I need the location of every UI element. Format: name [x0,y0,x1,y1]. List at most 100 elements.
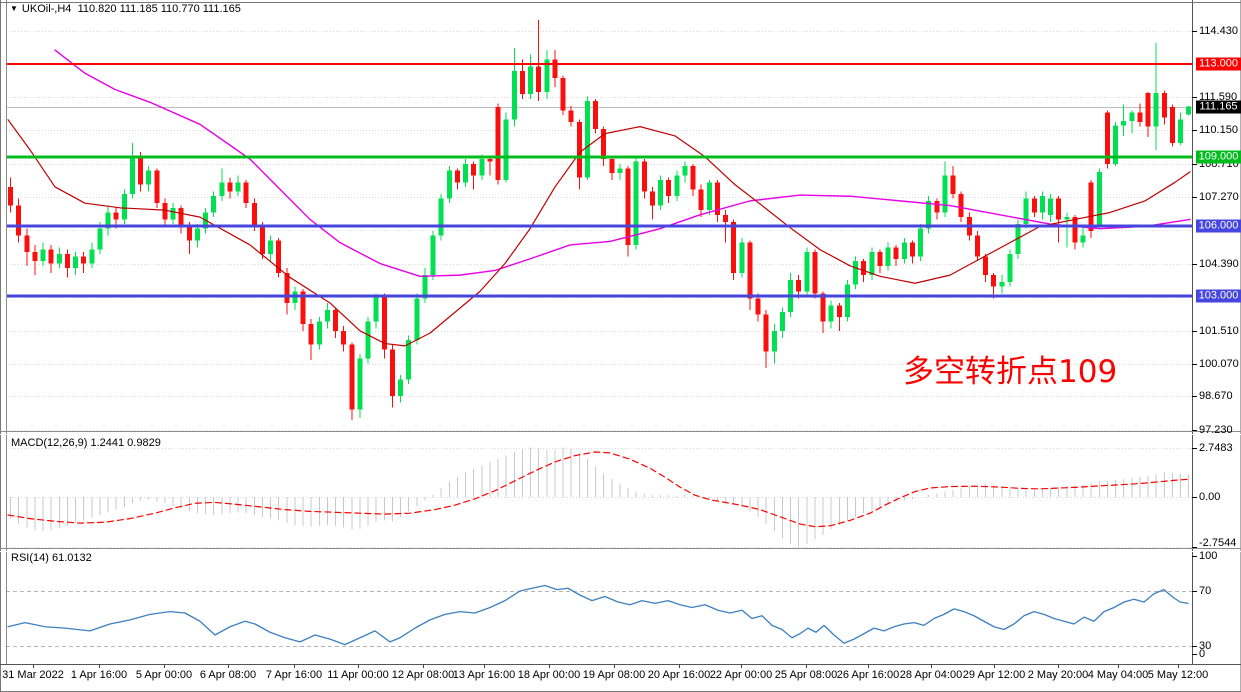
candle-body [674,175,680,197]
candle-body [276,240,282,273]
candle-body [1015,224,1021,255]
candle-body [804,251,810,292]
candle-body [495,106,501,180]
candle-body [1056,198,1062,220]
candle-body [113,212,119,220]
candle-body [365,321,371,359]
candle-body [1121,120,1127,126]
candle-body [73,256,78,269]
candle-body [552,59,558,78]
symbol-period-label: UKOil-,H4 [21,3,72,15]
candle-body [714,182,720,215]
candle-body [48,249,54,264]
candle-body [235,182,241,192]
candle-body [398,379,403,396]
macd-signal-line [7,451,1189,528]
candle-body [251,203,257,227]
time-axis-label: 29 Apr 12:00 [962,669,1026,681]
candle-body [1153,93,1159,127]
candle-body [576,122,582,178]
candle-body [227,182,233,192]
macd-axis-label: 0.00 [1199,491,1221,503]
price-badge: 109.000 [1196,150,1241,164]
candle-body [16,205,22,236]
candle-body [853,261,858,285]
candle-body [349,344,355,410]
candle-body [454,170,460,183]
candle-body [406,340,412,380]
candle-body [1031,198,1037,213]
candle-body [1186,106,1192,115]
candle-body [308,323,314,345]
candle-body [211,196,217,213]
price-axis-label: 111.590 [1199,90,1238,103]
time-axis-label: 2 May 20:00 [1027,669,1089,681]
price-axis-label: 110.150 [1199,124,1238,137]
candle-body [836,305,842,317]
candle-body [1064,217,1070,220]
candle-body [885,247,891,266]
candle-body [357,358,363,410]
candle-body [471,163,477,176]
candle-body [170,207,176,220]
candle-body [97,228,103,250]
macd-indicator-label: MACD(12,26,9) 1.2441 0.9829 [11,437,161,449]
candle-body [698,189,704,211]
candle-body [690,166,696,190]
candle-body [999,282,1005,287]
candle-body [1113,125,1118,164]
candle-body [584,101,590,178]
rsi-line [7,584,1189,646]
candle-body [625,168,631,245]
candle-body [40,249,46,262]
price-badge: 103.000 [1196,289,1241,303]
candle-body [56,254,62,264]
candle-body [796,279,802,292]
candle-body [844,284,850,317]
price-axis-label: 104.390 [1199,257,1239,270]
price-axis-label: 101.510 [1199,324,1239,337]
price-axis-label: 107.270 [1199,190,1239,203]
candle-body [341,330,347,345]
candle-body [1072,217,1078,243]
price-axis-label: 114.430 [1199,24,1238,37]
chart-dropdown-icon[interactable]: ▼ [10,4,18,13]
candle-body [1023,198,1029,225]
candle-body [32,251,38,262]
candle-body [129,156,135,194]
macd-axis-label: 2.7483 [1199,441,1233,454]
candle-body [219,182,225,197]
candle-body [682,166,688,176]
candle-body [8,186,13,206]
candle-body [609,159,615,174]
candle-body [869,251,875,276]
candle-body [162,203,168,220]
price-badge: 113.000 [1196,57,1241,71]
time-axis-label: 18 Apr 00:00 [517,669,581,681]
candle-body [414,298,420,341]
price-badge: 111.165 [1196,100,1241,114]
candle-body [519,70,525,95]
candle-body [739,242,745,273]
rsi-axis-label: 0 [1199,648,1206,660]
candle-body [178,207,184,227]
ohlc-readout: 110.820 111.185 110.770 111.165 [77,3,241,15]
candle-body [593,101,598,129]
candle-body [601,128,607,160]
candle-body [991,275,997,287]
candle-body [934,200,940,213]
candle-body [901,242,907,259]
macd-name: MACD(12,26,9) [11,437,88,449]
candle-body [706,182,712,211]
time-axis-label: 4 May 04:00 [1087,669,1149,681]
time-axis-label: 31 Mar 2022 [2,669,64,681]
candle-body [186,226,192,241]
candle-body [983,256,988,276]
rsi-value: 61.0132 [51,552,92,564]
candle-body [926,200,932,229]
candle-body [861,261,867,276]
candle-body [268,240,273,255]
candle-body [64,254,70,269]
candle-body [893,247,899,259]
candle-body [1129,112,1135,121]
